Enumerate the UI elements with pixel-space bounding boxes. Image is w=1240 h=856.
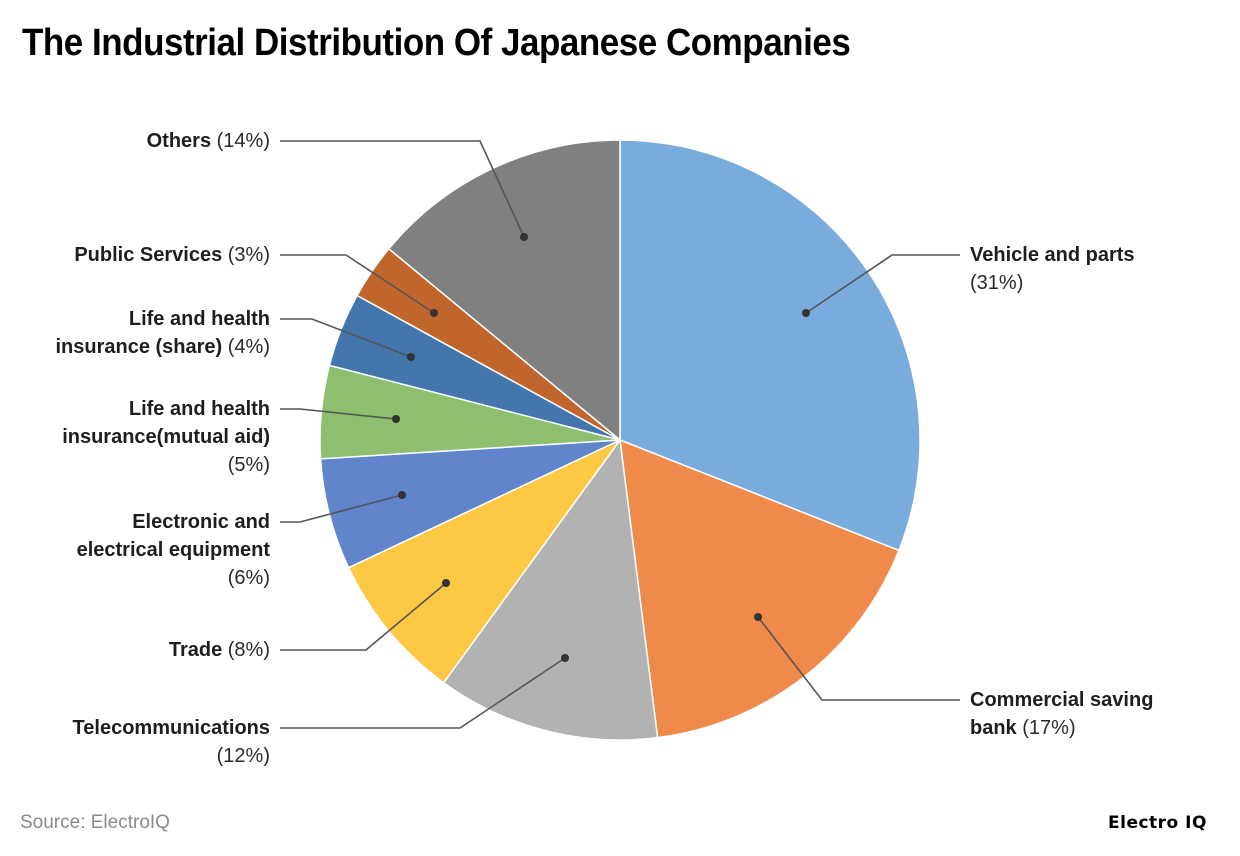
source-note: Source: ElectroIQ [20,812,170,833]
label-electronic: Electronic and electrical equipment (6%) [76,511,270,589]
chart-title: The Industrial Distribution Of Japanese … [22,22,851,64]
leader-dots [392,233,810,662]
label-telecommunications: Telecommunications (12%) [72,717,270,767]
label-vehicle-parts: Vehicle and parts (31%) [970,244,1135,294]
label-life-health-mutual: Life and health insurance(mutual aid) (5%) [62,398,270,476]
label-life-health-share: Life and health insurance (share) (4%) [55,308,270,358]
pie-slice-telecommunications [442,438,659,741]
pie-slices [319,139,921,741]
label-public-services: Public Services (3%) [74,244,270,266]
label-commercial-bank: Commercial saving bank (17%) [970,689,1154,739]
label-others: Others (14%) [146,130,270,152]
leader-lines [280,140,960,729]
label-trade: Trade (8%) [168,639,270,661]
brand-logo: Electro IQ [1108,813,1207,833]
